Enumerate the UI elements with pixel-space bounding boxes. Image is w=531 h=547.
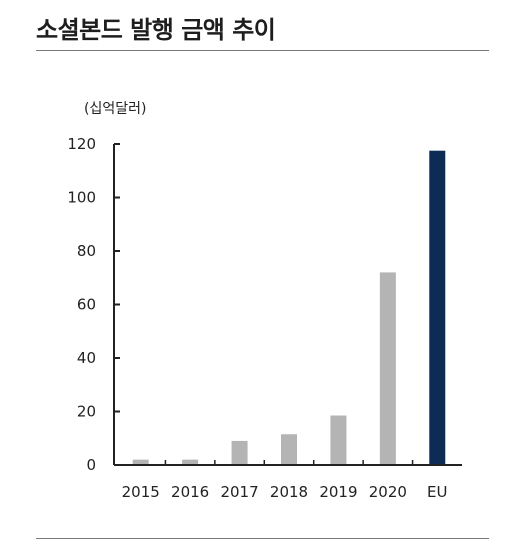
y-tick-label: 0 xyxy=(86,456,96,474)
y-tick-label: 40 xyxy=(77,349,96,367)
bar-2017 xyxy=(231,440,248,465)
bars xyxy=(132,150,446,465)
x-axis: 2015 2016 2017 2018 2019 2020 EU xyxy=(114,460,462,501)
bar-eu xyxy=(429,150,446,465)
x-tick-label: 2019 xyxy=(319,483,357,501)
y-tick-label: 80 xyxy=(77,242,96,260)
bar-2016 xyxy=(182,459,199,465)
bar-2019 xyxy=(330,415,347,465)
x-tick-label: 2018 xyxy=(270,483,308,501)
x-tick-label: 2017 xyxy=(220,483,258,501)
y-axis-unit-label: (십억달러) xyxy=(84,101,147,117)
title-divider xyxy=(36,50,489,51)
x-tick-label: 2015 xyxy=(122,483,160,501)
y-tick-label: 120 xyxy=(67,135,96,153)
y-tick-label: 100 xyxy=(67,189,96,207)
x-tick-label: 2020 xyxy=(369,483,407,501)
page-title: 소셜본드 발행 금액 추이 xyxy=(36,16,276,44)
bar-2015 xyxy=(132,459,149,465)
y-tick-label: 20 xyxy=(77,403,96,421)
y-axis: 0 20 40 60 80 100 120 xyxy=(67,135,120,474)
y-tick-label: 60 xyxy=(77,296,96,314)
bar-2020 xyxy=(379,272,396,465)
footer-divider xyxy=(36,538,489,539)
bar-2018 xyxy=(281,434,297,465)
x-tick-label: EU xyxy=(427,483,447,501)
x-tick-label: 2016 xyxy=(171,483,209,501)
